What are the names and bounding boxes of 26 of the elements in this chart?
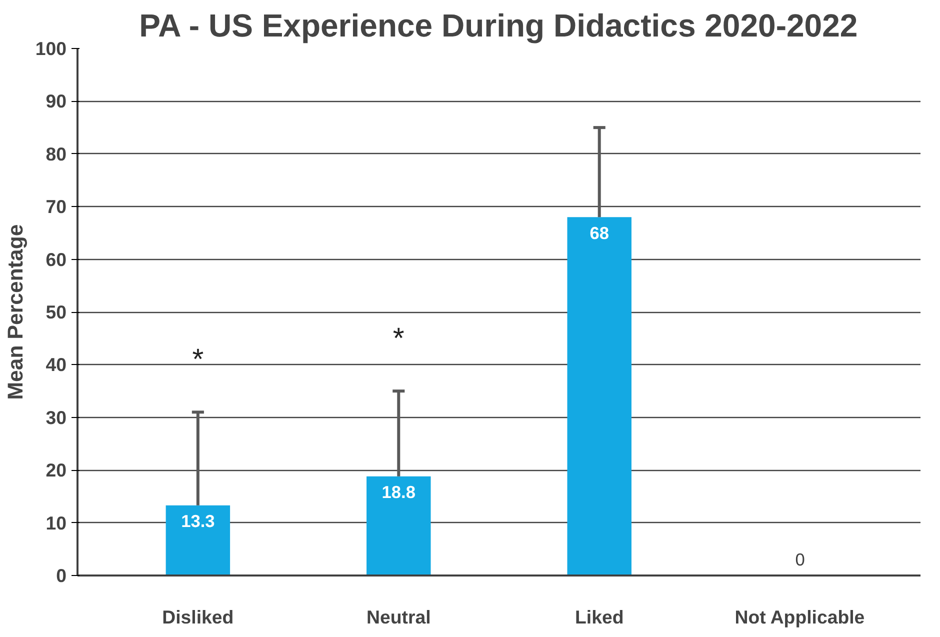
y-tick-label: 0	[56, 565, 67, 586]
y-tick-label: 90	[46, 90, 67, 112]
bar	[567, 217, 632, 576]
y-tick-label: 30	[46, 406, 67, 428]
y-tick-label: 20	[46, 460, 67, 481]
x-tick-label: Not Applicable	[734, 606, 865, 628]
y-tick-label: 80	[46, 143, 67, 164]
data-label: 68	[590, 222, 610, 243]
x-tick-label: Neutral	[366, 606, 431, 628]
annotation: *	[192, 342, 204, 376]
annotation: *	[392, 322, 404, 355]
y-tick-label: 60	[46, 248, 67, 270]
x-tick-label: Disliked	[162, 606, 234, 628]
data-label: 18.8	[382, 482, 416, 502]
y-tick-label: 40	[46, 354, 67, 376]
data-label: 13.3	[181, 511, 216, 532]
y-axis-title: Mean Percentage	[3, 224, 28, 400]
chart-title: PA - US Experience During Didactics 2020-2022	[139, 8, 858, 44]
y-tick-label: 10	[46, 512, 67, 534]
bar	[366, 476, 431, 576]
x-tick-label: Liked	[574, 606, 624, 628]
y-tick-label: 100	[35, 38, 67, 59]
y-tick-label: 70	[46, 196, 67, 218]
y-tick-label: 50	[46, 302, 67, 322]
bar	[166, 505, 230, 576]
data-label: 0	[795, 550, 805, 570]
